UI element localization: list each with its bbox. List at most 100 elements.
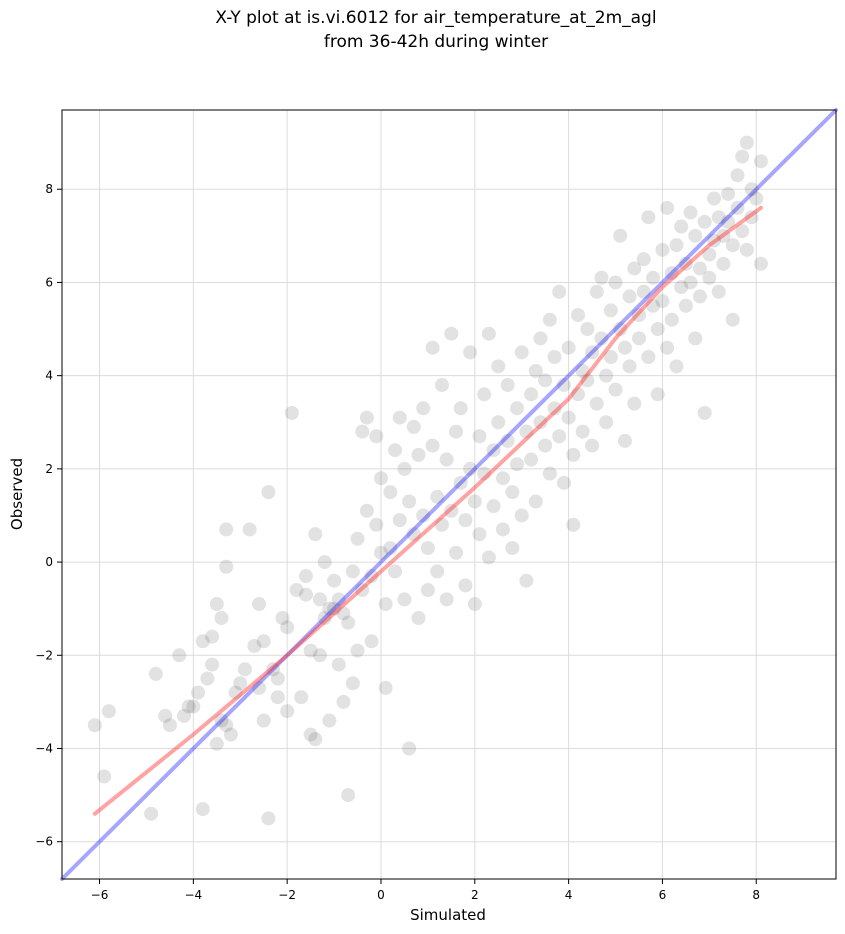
data-point [754, 257, 768, 271]
data-point [369, 518, 383, 532]
data-point [651, 322, 665, 336]
data-point [698, 215, 712, 229]
data-point [566, 518, 580, 532]
data-point [444, 327, 458, 341]
data-point [257, 714, 271, 728]
data-point [205, 658, 219, 672]
data-point [163, 718, 177, 732]
data-point [200, 672, 214, 686]
data-point [599, 415, 613, 429]
data-point [285, 406, 299, 420]
data-point [482, 327, 496, 341]
data-point [618, 434, 632, 448]
data-point [524, 387, 538, 401]
data-point [327, 574, 341, 588]
data-point [510, 457, 524, 471]
data-point [360, 504, 374, 518]
data-point [590, 285, 604, 299]
data-point [472, 429, 486, 443]
data-point [712, 285, 726, 299]
data-point [543, 313, 557, 327]
data-point [149, 667, 163, 681]
data-point [402, 742, 416, 756]
data-point [698, 406, 712, 420]
data-point [341, 616, 355, 630]
data-point [412, 448, 426, 462]
data-point [576, 425, 590, 439]
data-point [684, 275, 698, 289]
data-point [637, 252, 651, 266]
data-point [257, 634, 271, 648]
data-point [219, 560, 233, 574]
data-point [468, 597, 482, 611]
data-point [548, 350, 562, 364]
data-point [144, 807, 158, 821]
data-point [580, 322, 594, 336]
data-point [308, 732, 322, 746]
data-point [383, 485, 397, 499]
data-point [412, 611, 426, 625]
data-point [679, 299, 693, 313]
data-point [186, 700, 200, 714]
data-point [421, 583, 435, 597]
data-point [97, 769, 111, 783]
data-point [552, 285, 566, 299]
data-point [102, 704, 116, 718]
data-point [468, 494, 482, 508]
data-point [641, 350, 655, 364]
data-point [618, 341, 632, 355]
data-point [308, 527, 322, 541]
data-point [332, 658, 346, 672]
data-point [660, 201, 674, 215]
data-point [670, 359, 684, 373]
data-point [655, 294, 669, 308]
data-point [252, 597, 266, 611]
data-point [299, 588, 313, 602]
y-tick-label: 0 [45, 555, 53, 569]
scatter-points [88, 136, 768, 826]
x-tick-label: 4 [565, 888, 573, 902]
data-point [623, 359, 637, 373]
x-tick-label: 8 [752, 888, 760, 902]
data-point [261, 811, 275, 825]
data-point [374, 471, 388, 485]
data-point [355, 425, 369, 439]
data-point [238, 662, 252, 676]
data-point [641, 210, 655, 224]
data-point [388, 443, 402, 457]
data-point [219, 522, 233, 536]
data-point [243, 522, 257, 536]
data-point [501, 378, 515, 392]
data-point [435, 378, 449, 392]
data-point [609, 383, 623, 397]
data-point [491, 415, 505, 429]
data-point [646, 271, 660, 285]
data-point [393, 411, 407, 425]
data-point [440, 453, 454, 467]
y-tick-label: −4 [35, 742, 53, 756]
data-point [454, 401, 468, 415]
data-point [214, 611, 228, 625]
data-point [740, 243, 754, 257]
data-point [604, 303, 618, 317]
data-point [449, 546, 463, 560]
x-axis-ticks: −6 −4 −2 0 2 4 6 8 [91, 879, 760, 902]
x-tick-label: −4 [184, 888, 202, 902]
data-point [585, 439, 599, 453]
data-point [458, 578, 472, 592]
x-tick-label: −2 [278, 888, 296, 902]
data-point [688, 331, 702, 345]
x-tick-label: 6 [659, 888, 667, 902]
y-tick-label: 8 [45, 182, 53, 196]
data-point [670, 238, 684, 252]
data-point [346, 564, 360, 578]
data-point [543, 467, 557, 481]
data-point [707, 192, 721, 206]
data-point [519, 574, 533, 588]
data-point [716, 257, 730, 271]
data-point [562, 411, 576, 425]
data-point [665, 313, 679, 327]
data-point [365, 634, 379, 648]
data-point [609, 275, 623, 289]
data-point [351, 532, 365, 546]
